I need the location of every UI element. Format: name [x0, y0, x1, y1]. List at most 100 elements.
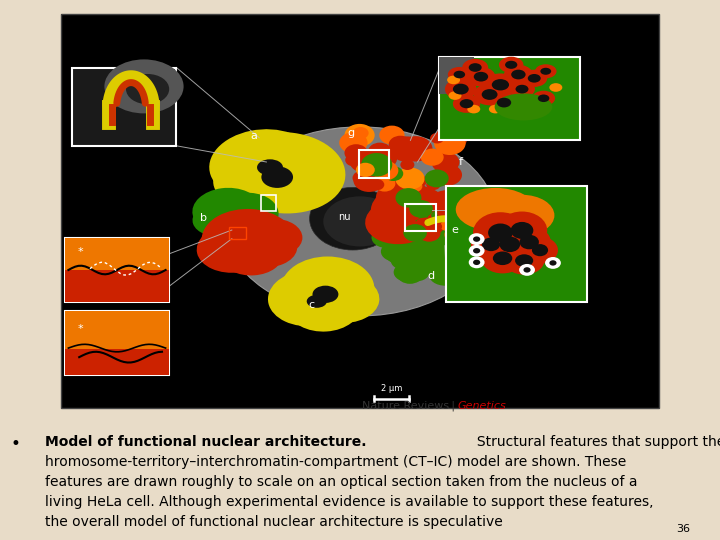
Text: •: •	[11, 435, 21, 453]
Ellipse shape	[435, 234, 459, 251]
Ellipse shape	[192, 188, 261, 233]
Ellipse shape	[416, 201, 429, 211]
Ellipse shape	[354, 168, 384, 192]
Ellipse shape	[409, 201, 420, 210]
Ellipse shape	[492, 79, 509, 91]
Ellipse shape	[473, 212, 528, 253]
Bar	[61, 14, 659, 408]
Ellipse shape	[483, 73, 518, 96]
Ellipse shape	[384, 166, 403, 181]
Ellipse shape	[460, 99, 474, 108]
Ellipse shape	[394, 262, 422, 282]
Ellipse shape	[469, 245, 485, 256]
Text: d: d	[427, 272, 434, 281]
Ellipse shape	[532, 244, 548, 256]
Ellipse shape	[227, 211, 277, 243]
Ellipse shape	[245, 219, 302, 256]
Text: Genetics: Genetics	[457, 401, 506, 411]
Bar	[65, 238, 169, 270]
Ellipse shape	[218, 193, 279, 234]
Ellipse shape	[449, 91, 462, 100]
Ellipse shape	[462, 59, 488, 76]
Ellipse shape	[307, 295, 327, 308]
Ellipse shape	[415, 217, 447, 239]
Ellipse shape	[372, 161, 398, 180]
Ellipse shape	[369, 179, 384, 190]
Ellipse shape	[490, 195, 554, 236]
Ellipse shape	[508, 226, 551, 258]
Ellipse shape	[431, 211, 444, 220]
Bar	[405, 204, 436, 231]
Ellipse shape	[305, 273, 379, 323]
Ellipse shape	[549, 83, 562, 92]
Ellipse shape	[499, 57, 523, 73]
Ellipse shape	[456, 188, 535, 231]
Ellipse shape	[390, 237, 416, 256]
Ellipse shape	[418, 232, 449, 254]
Ellipse shape	[375, 152, 394, 166]
Bar	[65, 270, 169, 302]
Ellipse shape	[395, 245, 433, 271]
Ellipse shape	[434, 126, 467, 151]
Ellipse shape	[390, 137, 424, 162]
Ellipse shape	[361, 153, 392, 177]
Ellipse shape	[443, 204, 469, 223]
Text: e: e	[451, 225, 459, 235]
Bar	[65, 349, 169, 375]
Text: features are drawn roughly to scale on an optical section taken from the nucleus: features are drawn roughly to scale on a…	[45, 475, 637, 489]
Ellipse shape	[473, 248, 480, 253]
Bar	[261, 195, 276, 211]
Ellipse shape	[471, 229, 511, 260]
Ellipse shape	[365, 199, 434, 244]
Ellipse shape	[407, 180, 423, 192]
Text: the overall model of functional nuclear architecture is speculative: the overall model of functional nuclear …	[45, 515, 503, 529]
Text: Model of functional nuclear architecture.: Model of functional nuclear architecture…	[45, 435, 366, 449]
Ellipse shape	[257, 159, 283, 176]
Ellipse shape	[312, 286, 338, 303]
Ellipse shape	[402, 262, 430, 281]
Ellipse shape	[506, 104, 519, 112]
Ellipse shape	[528, 74, 541, 83]
Ellipse shape	[223, 132, 346, 213]
Ellipse shape	[428, 217, 467, 242]
Ellipse shape	[433, 164, 462, 186]
Ellipse shape	[367, 147, 397, 170]
Ellipse shape	[428, 262, 462, 286]
Ellipse shape	[467, 67, 495, 86]
Bar	[65, 310, 169, 349]
Ellipse shape	[397, 267, 423, 284]
Ellipse shape	[353, 127, 369, 139]
Ellipse shape	[532, 91, 555, 106]
Text: 36: 36	[676, 523, 690, 534]
Ellipse shape	[310, 187, 396, 250]
Ellipse shape	[401, 226, 426, 243]
Ellipse shape	[489, 105, 502, 113]
Ellipse shape	[509, 80, 535, 98]
Ellipse shape	[356, 163, 375, 177]
Bar	[65, 238, 169, 302]
Ellipse shape	[238, 135, 295, 173]
Bar	[446, 186, 587, 302]
Text: *: *	[78, 247, 84, 257]
Ellipse shape	[428, 254, 459, 276]
Ellipse shape	[339, 132, 367, 153]
Ellipse shape	[344, 144, 368, 161]
Ellipse shape	[523, 104, 536, 112]
Ellipse shape	[440, 221, 454, 231]
Ellipse shape	[353, 171, 372, 185]
Ellipse shape	[344, 124, 374, 146]
Ellipse shape	[420, 148, 444, 166]
Ellipse shape	[386, 244, 415, 264]
Ellipse shape	[227, 154, 320, 213]
Ellipse shape	[481, 243, 524, 273]
Ellipse shape	[286, 270, 341, 306]
Ellipse shape	[538, 94, 549, 102]
Ellipse shape	[437, 190, 456, 205]
Ellipse shape	[400, 159, 415, 170]
Ellipse shape	[379, 229, 409, 250]
Ellipse shape	[381, 241, 410, 262]
Ellipse shape	[279, 279, 325, 309]
Text: hromosome-territory–interchromatin-compartment (CT–IC) model are shown. These: hromosome-territory–interchromatin-compa…	[45, 455, 626, 469]
Ellipse shape	[469, 233, 485, 245]
Ellipse shape	[413, 238, 448, 262]
